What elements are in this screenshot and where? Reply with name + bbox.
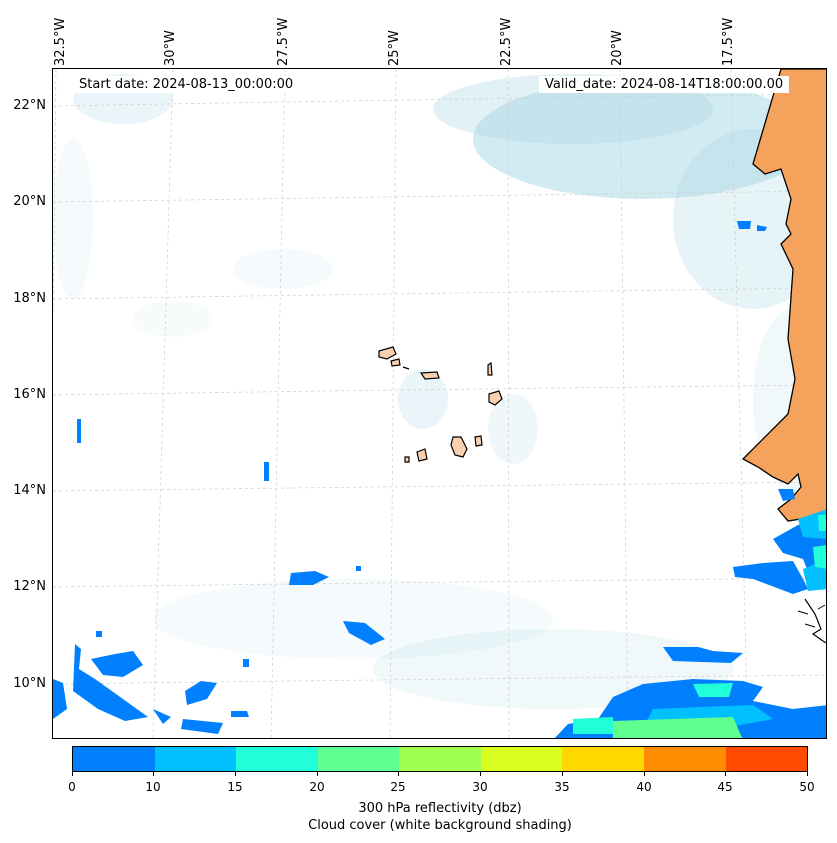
colorbar-tick-35: 35 (554, 780, 570, 794)
graticule (53, 69, 826, 738)
lat-label-12n: 12°N (13, 579, 46, 594)
africa-land (741, 69, 826, 522)
valid-date-label: Valid_date: 2024-08-14T18:00:00.00 (539, 76, 790, 93)
colorbar-swatch-7 (643, 747, 726, 771)
lat-label-22n: 22°N (13, 98, 46, 113)
colorbar-tick-50: 50 (799, 780, 815, 794)
colorbar-swatch-3 (317, 747, 400, 771)
colorbar-tick-0: 0 (68, 780, 76, 794)
colorbar-swatch-4 (399, 747, 481, 771)
map-panel[interactable] (52, 68, 827, 739)
lon-label-22-5w: 22.5°W (499, 17, 514, 66)
colorbar-tick-25: 25 (390, 780, 406, 794)
lat-label-20n: 20°N (13, 194, 46, 209)
colorbar-swatch-8 (725, 747, 808, 771)
colorbar-swatch-5 (480, 747, 563, 771)
colorbar-tick-40: 40 (636, 780, 652, 794)
colorbar-label: 300 hPa reflectivity (dbz) (358, 801, 522, 816)
lon-label-30w: 30°W (163, 30, 178, 66)
lat-label-16n: 16°N (13, 387, 46, 402)
colorbar-sublabel: Cloud cover (white background shading) (308, 818, 572, 833)
lat-label-18n: 18°N (13, 291, 46, 306)
colorbar-tick-15: 15 (227, 780, 243, 794)
colorbar-swatch-6 (562, 747, 644, 771)
reflectivity-cells-15-20 (573, 515, 826, 734)
lon-label-27-5w: 27.5°W (276, 17, 291, 66)
guinea-coast (804, 598, 826, 644)
colorbar-tick-20: 20 (309, 780, 325, 794)
colorbar-tick-10: 10 (145, 780, 161, 794)
lon-label-32-5w: 32.5°W (53, 17, 68, 66)
cape-verde-islands (378, 346, 503, 463)
lon-label-25w: 25°W (387, 30, 402, 66)
bijagos-islands (797, 604, 826, 628)
reflectivity-cells-20-25 (613, 717, 743, 738)
colorbar (72, 746, 808, 772)
start-date-label: Start date: 2024-08-13_00:00:00 (73, 76, 300, 93)
lat-label-14n: 14°N (13, 483, 46, 498)
lon-label-17-5w: 17.5°W (721, 17, 736, 66)
lat-label-10n: 10°N (13, 676, 46, 691)
cloud-cover-shading (53, 74, 826, 709)
lon-label-20w: 20°W (610, 30, 625, 66)
colorbar-swatch-0 (73, 747, 155, 771)
colorbar-tick-30: 30 (472, 780, 488, 794)
colorbar-swatch-1 (154, 747, 237, 771)
map-canvas (53, 69, 826, 738)
colorbar-tick-45: 45 (717, 780, 733, 794)
colorbar-swatch-2 (236, 747, 318, 771)
